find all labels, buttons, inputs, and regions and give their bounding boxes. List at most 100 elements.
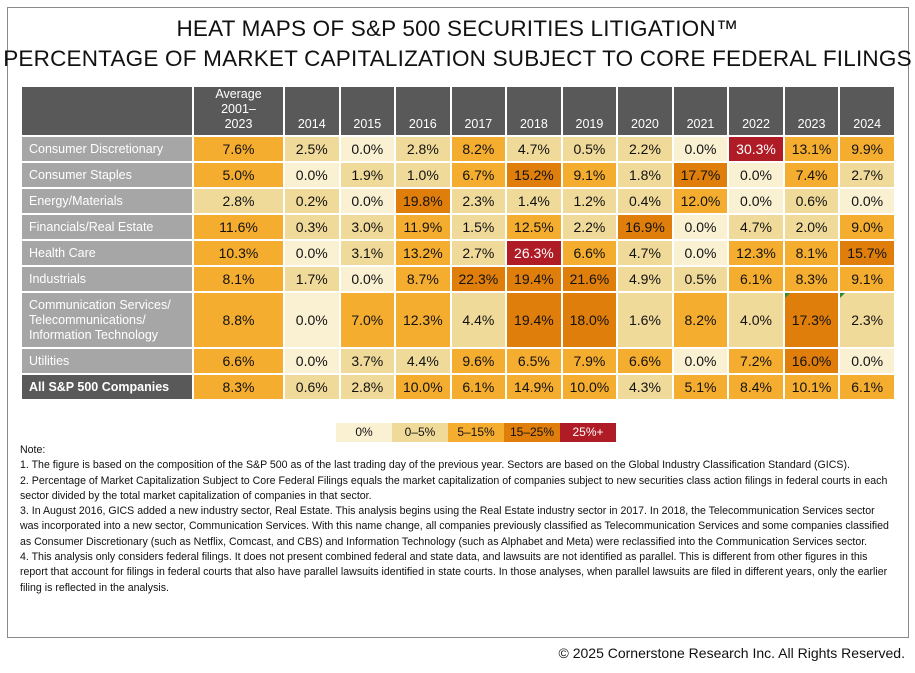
heatmap-cell: 8.1% xyxy=(782,239,841,267)
note-line: Note: xyxy=(20,444,46,456)
heatmap-cell: 2.3% xyxy=(838,291,896,349)
heatmap-cell: 22.3% xyxy=(449,265,508,293)
heatmap-cell: 2.7% xyxy=(838,161,896,189)
heatmap-cell: 4.3% xyxy=(616,373,674,401)
heatmap-cell: 1.0% xyxy=(394,161,452,189)
heatmap-cell: 0.6% xyxy=(283,373,341,401)
heatmap-row: Consumer Discretionary 7.6% 2.5% 0.0% 2.8% 8.… xyxy=(20,135,896,163)
heatmap-row: All S&P 500 Companies 8.3% 0.6% 2.8% 10.0% 6.… xyxy=(20,373,896,401)
heatmap-cell: 6.1% xyxy=(838,373,896,401)
heatmap-cell: 0.0% xyxy=(283,347,341,375)
heatmap-cell: 26.3% xyxy=(505,239,563,267)
heatmap-cell: 1.5% xyxy=(449,213,508,241)
comment-marker-icon xyxy=(784,293,790,298)
heatmap-cell: 12.3% xyxy=(394,291,452,349)
heatmap-cell: 7.4% xyxy=(782,161,841,189)
legend: 0% 0–5% 5–15% 15–25% 25%+ xyxy=(336,423,616,442)
heatmap-cell: 1.8% xyxy=(616,161,674,189)
heatmap-cell: 2.8% xyxy=(192,187,285,215)
chart-title: HEAT MAPS OF S&P 500 SECURITIES LITIGATI… xyxy=(0,14,915,74)
heatmap-cell: 9.1% xyxy=(838,265,896,293)
legend-item: 0–5% xyxy=(392,423,448,442)
row-label: Consumer Discretionary xyxy=(20,135,194,163)
heatmap-cell: 1.7% xyxy=(283,265,341,293)
heatmap-row: Financials/Real Estate 11.6% 0.3% 3.0% 11.9%… xyxy=(20,213,896,241)
heatmap-cell: 0.2% xyxy=(283,187,341,215)
heatmap-row: Health Care 10.3% 0.0% 3.1% 13.2% 2.7% 26.3% 6.… xyxy=(20,239,896,267)
row-label: Communication Services/ Telecommunicatio… xyxy=(20,291,194,349)
heatmap-cell: 8.1% xyxy=(192,265,285,293)
heatmap-cell: 9.9% xyxy=(838,135,896,163)
title-line-1: HEAT MAPS OF S&P 500 SECURITIES LITIGATI… xyxy=(176,16,739,41)
heatmap-cell: 9.6% xyxy=(449,347,508,375)
column-header: 2019 xyxy=(560,85,619,137)
note-line: 1. The figure is based on the compositio… xyxy=(20,459,850,472)
heatmap-cell: 0.0% xyxy=(283,291,341,349)
heatmap-cell: 4.4% xyxy=(449,291,508,349)
heatmap-cell: 17.3% xyxy=(782,291,841,349)
heatmap-cell: 0.0% xyxy=(671,213,730,241)
heatmap-cell: 16.0% xyxy=(782,347,841,375)
heatmap-cell: 13.1% xyxy=(782,135,841,163)
heatmap-cell: 12.0% xyxy=(671,187,730,215)
heatmap-cell: 30.3% xyxy=(727,135,785,163)
row-label: Energy/Materials xyxy=(20,187,194,215)
heatmap-cell: 8.2% xyxy=(671,291,730,349)
legend-item: 25%+ xyxy=(560,423,616,442)
heatmap-row: Utilities 6.6% 0.0% 3.7% 4.4% 9.6% 6.5% 7.9% 6.6… xyxy=(20,347,896,375)
column-header: 2020 xyxy=(616,85,674,137)
heatmap-cell: 4.7% xyxy=(727,213,785,241)
heatmap-cell: 6.1% xyxy=(449,373,508,401)
heatmap-cell: 6.6% xyxy=(192,347,285,375)
heatmap-cell: 9.0% xyxy=(838,213,896,241)
heatmap-cell: 3.0% xyxy=(338,213,397,241)
heatmap-cell: 0.5% xyxy=(560,135,619,163)
heatmap-cell: 6.7% xyxy=(449,161,508,189)
heatmap-cell: 6.1% xyxy=(727,265,785,293)
note-line: 4. This analysis only considers federal … xyxy=(20,551,888,594)
row-label: Health Care xyxy=(20,239,194,267)
column-header: 2014 xyxy=(283,85,341,137)
column-header: 2022 xyxy=(727,85,785,137)
heatmap-cell: 2.2% xyxy=(616,135,674,163)
column-header: 2015 xyxy=(338,85,397,137)
heatmap-cell: 0.0% xyxy=(338,265,397,293)
notes: Note: 1. The figure is based on the compo… xyxy=(20,443,890,596)
heatmap-cell: 7.9% xyxy=(560,347,619,375)
column-header: 2016 xyxy=(394,85,452,137)
heatmap-cell: 0.0% xyxy=(671,347,730,375)
heatmap-cell: 6.5% xyxy=(505,347,563,375)
heatmap-cell: 0.3% xyxy=(283,213,341,241)
heatmap-row: Industrials 8.1% 1.7% 0.0% 8.7% 22.3% 19.4% 21.… xyxy=(20,265,896,293)
heatmap-cell: 0.0% xyxy=(283,161,341,189)
heatmap-cell: 15.2% xyxy=(505,161,563,189)
column-header: 2021 xyxy=(671,85,730,137)
heatmap-cell: 7.0% xyxy=(338,291,397,349)
row-label: Financials/Real Estate xyxy=(20,213,194,241)
heatmap-cell: 0.0% xyxy=(283,239,341,267)
heatmap-cell: 14.9% xyxy=(505,373,563,401)
title-line-2: PERCENTAGE OF MARKET CAPITALIZATION SUBJ… xyxy=(3,46,912,71)
heatmap-cell: 12.3% xyxy=(727,239,785,267)
heatmap-cell: 0.0% xyxy=(727,187,785,215)
heatmap-cell: 5.1% xyxy=(671,373,730,401)
heatmap-cell: 4.9% xyxy=(616,265,674,293)
heatmap-cell: 6.6% xyxy=(560,239,619,267)
heatmap-cell: 3.1% xyxy=(338,239,397,267)
heatmap-cell: 2.0% xyxy=(782,213,841,241)
heatmap-cell: 8.4% xyxy=(727,373,785,401)
heatmap-cell: 7.2% xyxy=(727,347,785,375)
heatmap-cell: 18.0% xyxy=(560,291,619,349)
heatmap-cell: 19.8% xyxy=(394,187,452,215)
heatmap-cell: 8.8% xyxy=(192,291,285,349)
heatmap-cell: 3.7% xyxy=(338,347,397,375)
legend-item: 0% xyxy=(336,423,392,442)
heatmap-cell: 6.6% xyxy=(616,347,674,375)
heatmap-cell: 0.0% xyxy=(727,161,785,189)
legend-item: 5–15% xyxy=(448,423,504,442)
heatmap-cell: 12.5% xyxy=(505,213,563,241)
heatmap-cell: 8.3% xyxy=(192,373,285,401)
heatmap-cell: 10.0% xyxy=(394,373,452,401)
heatmap-cell: 4.4% xyxy=(394,347,452,375)
heatmap-cell: 13.2% xyxy=(394,239,452,267)
